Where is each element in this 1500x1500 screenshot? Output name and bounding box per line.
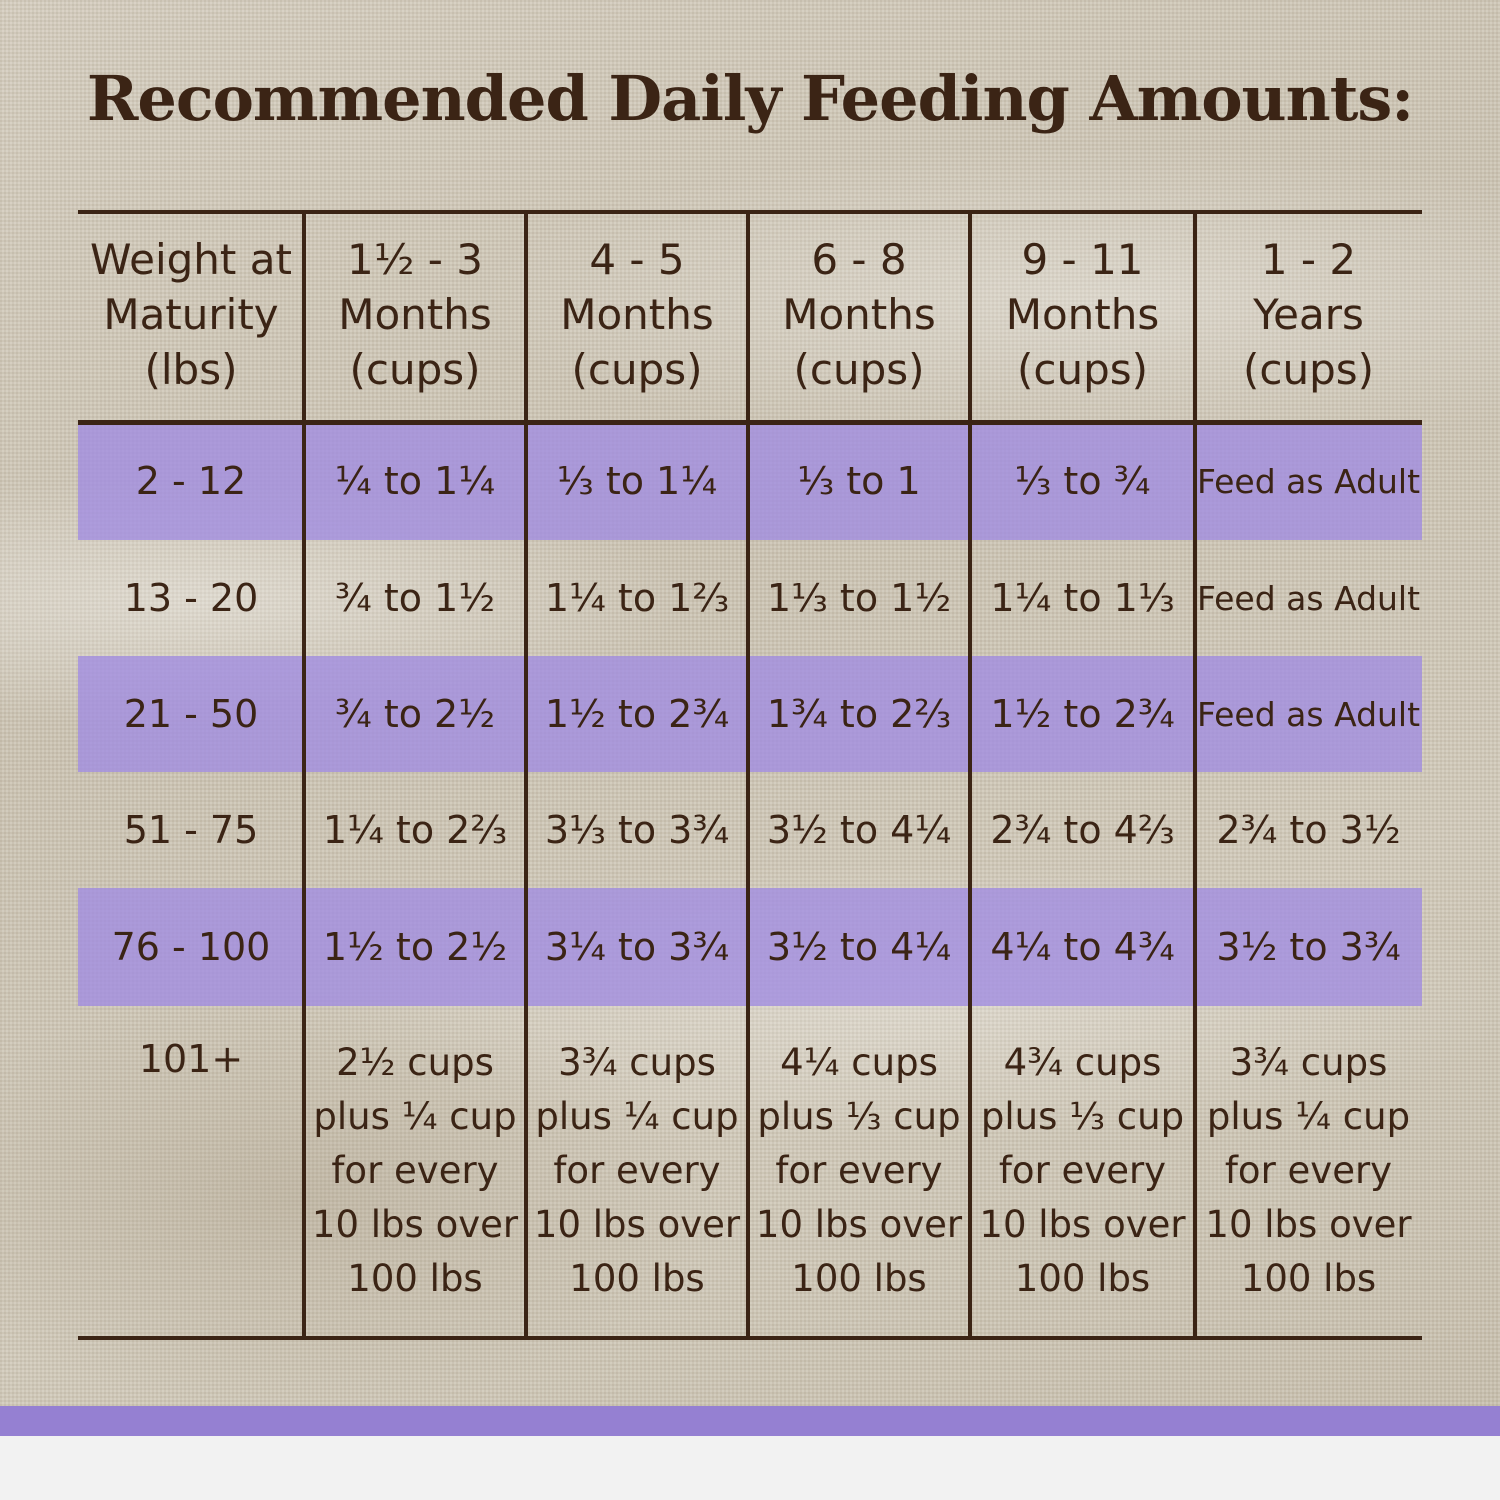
weight-cell: 13 - 20 — [123, 576, 259, 620]
weight-cell: 51 - 75 — [123, 808, 259, 852]
amount-cell: 1⅓ to 1½ — [766, 576, 952, 620]
header-age: 1 - 2 Years (cups) — [1242, 235, 1375, 394]
amount-cell: 1¼ to 2⅔ — [322, 808, 508, 852]
accent-bar — [0, 1406, 1500, 1436]
feeding-table: Weight at Maturity (lbs) 1½ - 3 Months (c… — [78, 210, 1422, 1340]
column-divider — [968, 210, 972, 1340]
amount-cell: 4¾ cups plus ⅓ cup for every 10 lbs over… — [979, 1041, 1186, 1300]
header-age: 1½ - 3 Months (cups) — [338, 235, 492, 394]
header-age: 4 - 5 Months (cups) — [560, 235, 714, 394]
amount-cell: 3½ to 4¼ — [766, 808, 952, 852]
table-rule — [78, 210, 1422, 214]
amount-cell: 3¾ cups plus ¼ cup for every 10 lbs over… — [1205, 1041, 1412, 1300]
column-divider — [746, 210, 750, 1340]
amount-cell: 1½ to 2¾ — [544, 692, 730, 736]
amount-cell: 3⅓ to 3¾ — [544, 808, 730, 852]
amount-cell: 1¼ to 1⅔ — [544, 576, 730, 620]
amount-cell: 2½ cups plus ¼ cup for every 10 lbs over… — [311, 1041, 519, 1300]
header-age: 9 - 11 Months (cups) — [1005, 235, 1160, 394]
amount-cell: ⅓ to 1¼ — [556, 459, 718, 503]
header-age: 6 - 8 Months (cups) — [782, 235, 936, 394]
amount-cell: 3¾ cups plus ¼ cup for every 10 lbs over… — [533, 1041, 741, 1300]
column-divider — [524, 210, 528, 1340]
amount-cell: 3¼ to 3¾ — [544, 925, 730, 969]
amount-cell: 3½ to 3¾ — [1216, 925, 1401, 969]
amount-cell: 1¼ to 1⅓ — [990, 576, 1175, 620]
amount-cell: ⅓ to 1 — [797, 459, 921, 503]
page-title: Recommended Daily Feeding Amounts: — [86, 62, 1414, 135]
amount-cell: 1½ to 2½ — [322, 925, 508, 969]
amount-cell: Feed as Adult — [1196, 578, 1421, 618]
weight-cell: 21 - 50 — [123, 692, 259, 736]
weight-cell: 2 - 12 — [135, 459, 247, 503]
amount-cell: ¼ to 1¼ — [334, 459, 496, 503]
amount-cell: 1½ to 2¾ — [990, 692, 1175, 736]
amount-cell: 4¼ cups plus ⅓ cup for every 10 lbs over… — [755, 1041, 963, 1300]
header-weight: Weight at Maturity (lbs) — [90, 235, 292, 394]
amount-cell: 2¾ to 3½ — [1216, 808, 1401, 852]
column-divider — [302, 210, 306, 1340]
amount-cell: 3½ to 4¼ — [766, 925, 952, 969]
table-rule — [78, 420, 1422, 425]
column-divider — [1193, 210, 1197, 1340]
amount-cell: Feed as Adult — [1196, 694, 1421, 734]
amount-cell: 2¾ to 4⅔ — [990, 808, 1175, 852]
amount-cell: 4¼ to 4¾ — [990, 925, 1175, 969]
amount-cell: ¾ to 1½ — [334, 576, 496, 620]
weight-cell: 76 - 100 — [111, 925, 271, 969]
amount-cell: Feed as Adult — [1196, 461, 1421, 501]
amount-cell: ⅓ to ¾ — [1014, 459, 1151, 503]
bottom-strip — [0, 1436, 1500, 1500]
table-rule — [78, 1336, 1422, 1340]
amount-cell: ¾ to 2½ — [334, 692, 496, 736]
amount-cell: 1¾ to 2⅔ — [766, 692, 952, 736]
weight-cell: 101+ — [138, 1037, 244, 1081]
